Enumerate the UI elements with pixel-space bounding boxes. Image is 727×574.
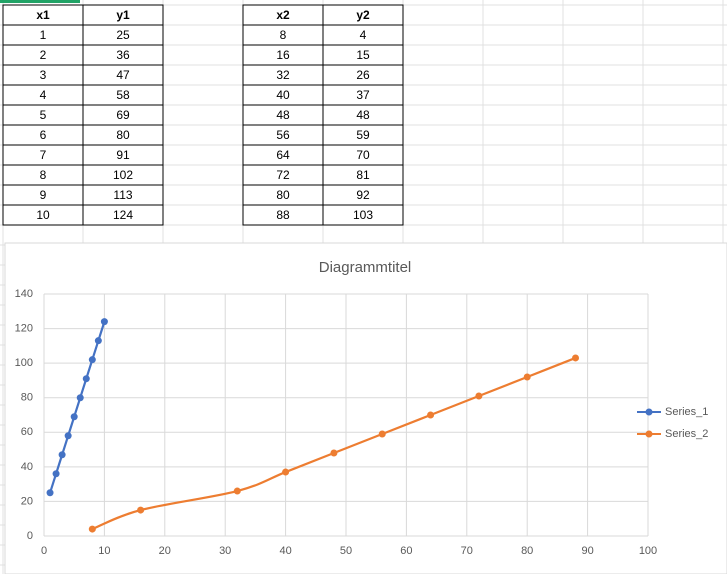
table-value: 8 [40, 168, 47, 182]
table-value: 103 [353, 208, 373, 222]
table-value: 47 [116, 68, 130, 82]
table-value: 5 [40, 108, 47, 122]
data-point [70, 413, 78, 421]
table-value: 25 [116, 28, 130, 42]
table-value: 48 [276, 108, 290, 122]
table-value: 1 [40, 28, 47, 42]
y-tick-label: 40 [21, 461, 33, 473]
data-point [46, 489, 54, 497]
x-tick-label: 60 [400, 545, 412, 557]
x-tick-label: 0 [41, 545, 47, 557]
x-tick-label: 50 [340, 545, 352, 557]
data-point [76, 394, 84, 402]
table-value: 37 [356, 88, 370, 102]
x-tick-label: 90 [581, 545, 593, 557]
table-value: 6 [40, 128, 47, 142]
table-value: 26 [356, 68, 370, 82]
series-line [48, 321, 106, 494]
x-tick-label: 20 [159, 545, 171, 557]
table-value: 56 [276, 128, 290, 142]
x-tick-label: 30 [219, 545, 231, 557]
data-point [88, 356, 96, 364]
data-point [378, 430, 386, 438]
data-point [427, 411, 435, 419]
chart: 0 20 40 60 80 100 120 140 0 10 20 30 40 50 60 70 80 90 100… [15, 288, 709, 557]
data-point [52, 470, 60, 478]
table-value: 32 [276, 68, 290, 82]
table-value: 80 [116, 128, 130, 142]
data-point [330, 449, 338, 457]
table-value: 69 [116, 108, 130, 122]
table-value: 36 [116, 48, 130, 62]
y-tick-label: 60 [21, 426, 33, 438]
table-value: 80 [276, 188, 290, 202]
data-point [233, 487, 241, 495]
selection-strip [0, 0, 80, 3]
table-value: 10 [36, 208, 50, 222]
table-value: 40 [276, 88, 290, 102]
chart-area [4, 242, 727, 574]
data-point [64, 432, 72, 440]
data-point [523, 373, 531, 381]
table-value: 4 [360, 28, 367, 42]
table-value: 7 [40, 148, 47, 162]
legend-marker [645, 430, 653, 438]
table-value: 15 [356, 48, 370, 62]
table-header: y1 [116, 8, 130, 22]
table-value: 124 [113, 208, 133, 222]
data-point [572, 354, 580, 362]
table-value: 3 [40, 68, 47, 82]
legend-label: Series_1 [665, 406, 708, 418]
table-header: y2 [356, 8, 370, 22]
data-point [82, 375, 90, 383]
table-value: 102 [113, 168, 133, 182]
table-value: 88 [276, 208, 290, 222]
data-point [88, 525, 96, 533]
y-tick-label: 120 [15, 322, 33, 334]
data-point [137, 506, 145, 514]
table-value: 91 [116, 148, 130, 162]
y-tick-label: 20 [21, 495, 33, 507]
data-point [94, 337, 102, 345]
table-cell [82, 204, 164, 226]
table-value: 81 [356, 168, 370, 182]
y-tick-label: 80 [21, 392, 33, 404]
chart-title: Diagrammtitel [319, 259, 412, 276]
table-value: 64 [276, 148, 290, 162]
tables: x1 y1 1 25 2 36 3 47 4 58 5 69 6 80 7 91 8 102 9 113 10 124 x2… [2, 4, 404, 226]
table-value: 4 [40, 88, 47, 102]
table-header: x1 [36, 8, 50, 22]
data-point [58, 451, 66, 459]
table-value: 9 [40, 188, 47, 202]
table-value: 58 [116, 88, 130, 102]
x-tick-label: 40 [279, 545, 291, 557]
table-value: 70 [356, 148, 370, 162]
y-tick-label: 0 [27, 530, 33, 542]
table-value: 8 [280, 28, 287, 42]
data-point [475, 392, 483, 400]
table-value: 113 [113, 188, 132, 202]
table-value: 59 [356, 128, 370, 142]
table-cell [322, 204, 404, 226]
data-point [100, 318, 108, 326]
series-line [91, 356, 576, 531]
y-tick-label: 140 [15, 288, 33, 300]
x-tick-label: 10 [98, 545, 110, 557]
y-tick-label: 100 [15, 357, 33, 369]
x-tick-label: 70 [461, 545, 473, 557]
table-value: 16 [276, 48, 290, 62]
table-value: 48 [356, 108, 370, 122]
legend-marker [645, 408, 653, 416]
table-value: 92 [356, 188, 370, 202]
table-value: 2 [40, 48, 47, 62]
table-value: 72 [276, 168, 290, 182]
legend-label: Series_2 [665, 428, 708, 440]
table-header: x2 [276, 8, 290, 22]
x-tick-label: 100 [639, 545, 657, 557]
data-point [282, 468, 290, 476]
x-tick-label: 80 [521, 545, 533, 557]
